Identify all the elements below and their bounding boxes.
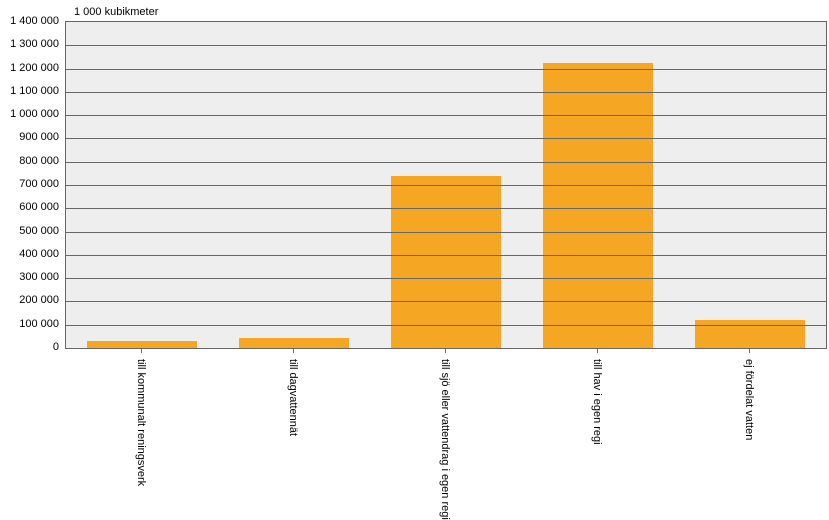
y-tick-label: 400 000 xyxy=(0,248,59,260)
gridline xyxy=(66,115,826,116)
gridline xyxy=(66,255,826,256)
x-tick xyxy=(445,348,446,353)
x-tick xyxy=(293,348,294,353)
x-axis-label: till sjö eller vattendrag i egen regi xyxy=(439,359,451,520)
y-tick-label: 100 000 xyxy=(0,318,59,330)
bar xyxy=(87,341,196,348)
bar-chart: 1 000 kubikmeter 0 100 000 200 000 300 000 4… xyxy=(0,0,829,507)
gridline xyxy=(66,45,826,46)
y-tick-label: 500 000 xyxy=(0,225,59,237)
x-tick xyxy=(141,348,142,353)
gridline xyxy=(66,208,826,209)
y-tick-label: 0 xyxy=(0,341,59,353)
y-tick-label: 1 100 000 xyxy=(0,85,59,97)
gridline xyxy=(66,232,826,233)
unit-label: 1 000 kubikmeter xyxy=(74,6,158,18)
plot-area xyxy=(65,21,827,349)
y-tick-label: 1 000 000 xyxy=(0,108,59,120)
y-tick-label: 600 000 xyxy=(0,201,59,213)
bar xyxy=(239,338,348,348)
y-tick-label: 800 000 xyxy=(0,155,59,167)
bar xyxy=(391,176,500,348)
gridline xyxy=(66,301,826,302)
x-tick xyxy=(749,348,750,353)
gridline xyxy=(66,325,826,326)
y-tick-label: 1 200 000 xyxy=(0,62,59,74)
x-axis-label: ej fördelat vatten xyxy=(743,359,755,440)
y-tick-label: 1 400 000 xyxy=(0,15,59,27)
x-tick xyxy=(597,348,598,353)
y-tick-label: 200 000 xyxy=(0,294,59,306)
x-axis-label: till hav i egen regi xyxy=(591,359,603,445)
gridline xyxy=(66,162,826,163)
y-tick-label: 900 000 xyxy=(0,131,59,143)
gridline xyxy=(66,92,826,93)
gridline xyxy=(66,69,826,70)
y-tick-label: 700 000 xyxy=(0,178,59,190)
gridline xyxy=(66,138,826,139)
y-tick-label: 1 300 000 xyxy=(0,38,59,50)
y-tick-label: 300 000 xyxy=(0,271,59,283)
bar xyxy=(543,63,652,348)
gridline xyxy=(66,185,826,186)
x-axis-label: till dagvattennät xyxy=(287,359,299,436)
x-axis-label: till kommunalt reningsverk xyxy=(135,359,147,486)
gridline xyxy=(66,278,826,279)
